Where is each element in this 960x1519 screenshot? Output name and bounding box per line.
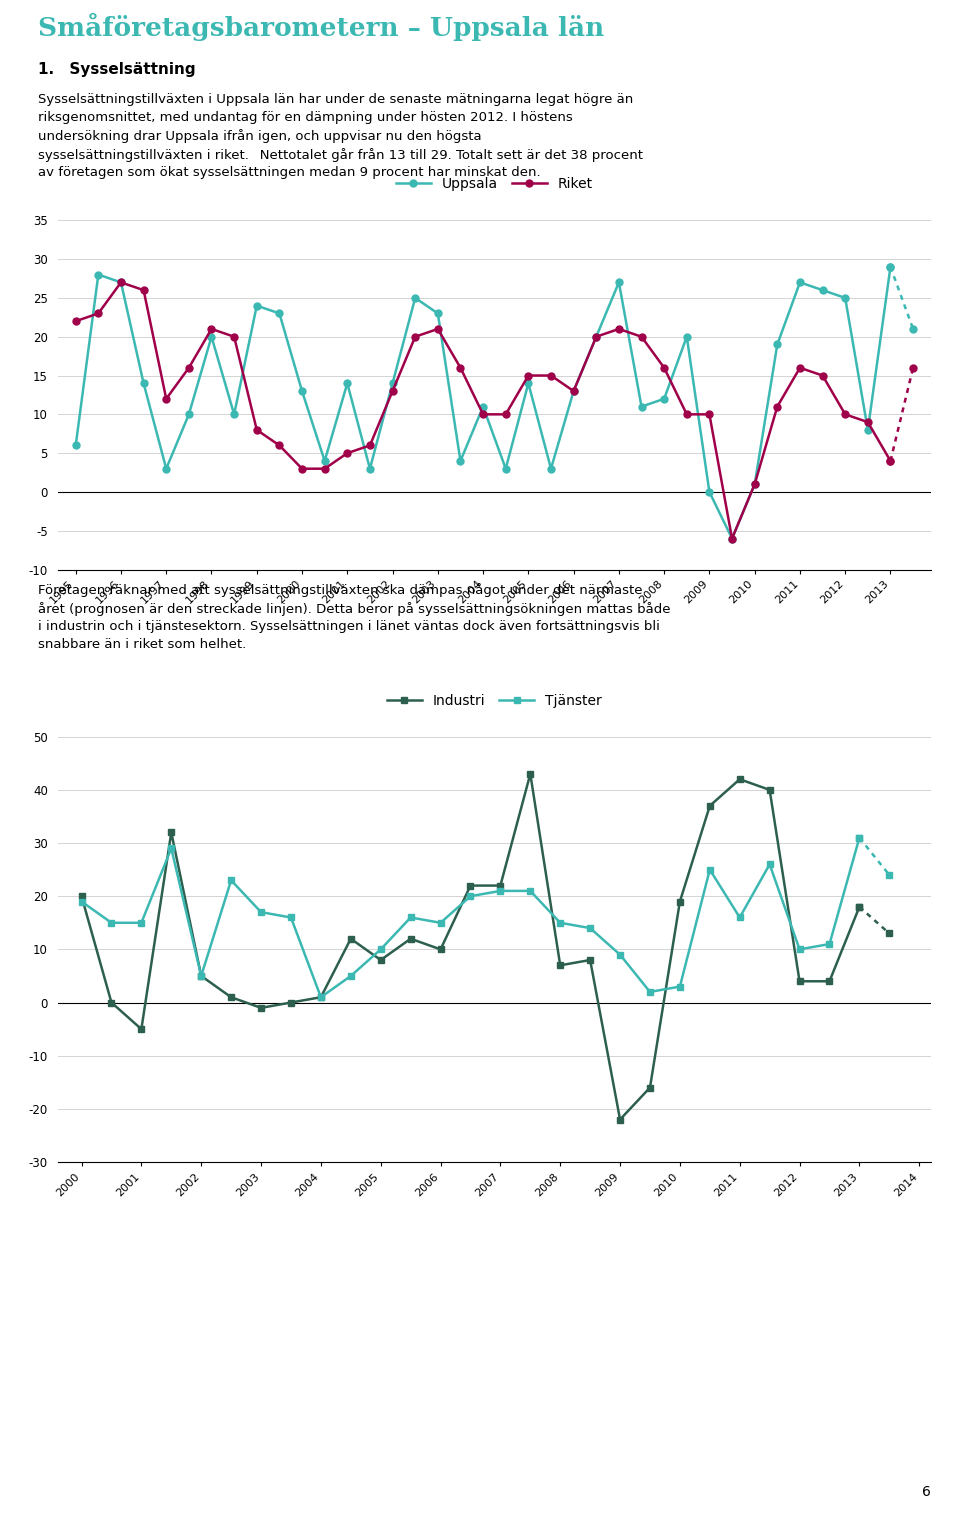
Text: 1. Sysselsättning: 1. Sysselsättning bbox=[38, 62, 196, 76]
Text: Småföretagsbarometern – Uppsala län: Småföretagsbarometern – Uppsala län bbox=[38, 14, 605, 41]
Legend: Uppsala, Riket: Uppsala, Riket bbox=[391, 172, 598, 196]
Legend: Industri, Tjänster: Industri, Tjänster bbox=[381, 688, 608, 714]
Text: Sysselsättningstillväxten i Uppsala län har under de senaste mätningarna legat h: Sysselsättningstillväxten i Uppsala län … bbox=[38, 94, 643, 179]
Text: 6: 6 bbox=[923, 1486, 931, 1499]
Text: Företagen räknar med att sysselsättningstillväxten ska dämpas något under det nä: Företagen räknar med att sysselsättnings… bbox=[38, 583, 671, 650]
